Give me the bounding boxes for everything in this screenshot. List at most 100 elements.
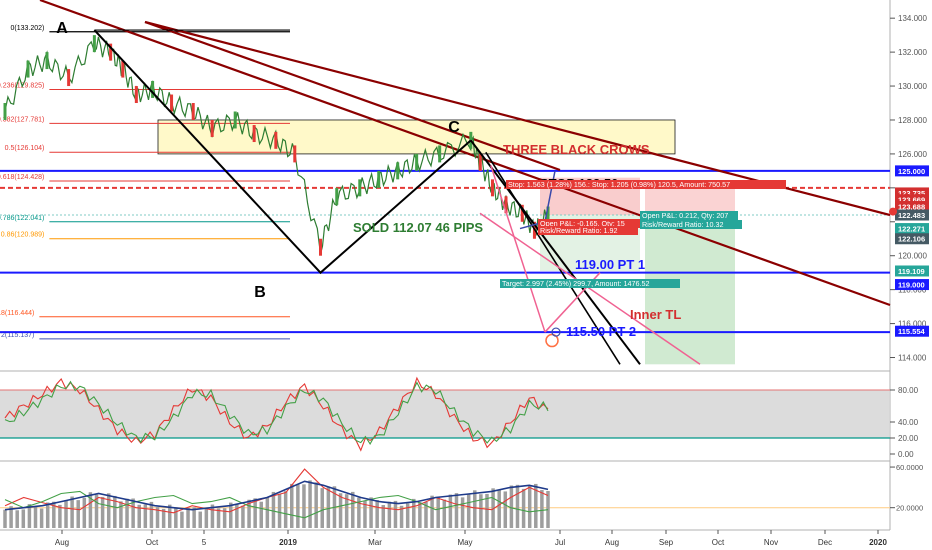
abc-wave-line — [93, 29, 472, 275]
candle-body — [191, 103, 195, 120]
candle-body — [335, 187, 339, 205]
candle-body — [438, 145, 442, 163]
position-label: Target: 2.997 (2.45%) 299.7, Amount: 147… — [502, 279, 649, 288]
candle-body — [274, 131, 278, 149]
annotation-label: THREE BLACK CROWS — [503, 142, 650, 157]
price-badge-label: 123.688 — [898, 203, 925, 212]
position-label: Open P&L: 0.212, Qty: 207 — [642, 211, 728, 220]
price-tick-label: 116.000 — [898, 320, 927, 329]
time-tick-label: 5 — [202, 538, 207, 547]
stoch-series-line — [4, 380, 549, 445]
price-panel[interactable]: 134.000 132.000 130.000 128.000 126.000 120.0… — [0, 0, 929, 365]
annotation-label: SOLD 112.07 46 PIPS — [353, 220, 483, 235]
annotation-label: A — [56, 20, 68, 37]
position-label-bg — [538, 219, 640, 228]
trend-line — [144, 20, 561, 172]
candle-body — [520, 204, 524, 222]
price-tick-label: 120.000 — [898, 252, 927, 261]
time-axis: Aug Oct 5 2019 Mar May Jul Aug Sep Oct Nov Dec 2020 — [55, 530, 887, 547]
candle-body — [478, 153, 482, 171]
candle-body — [210, 119, 214, 137]
time-tick-label: Sep — [659, 538, 674, 547]
time-tick-label: Jul — [555, 538, 565, 547]
price-tick-label: 128.000 — [898, 116, 927, 125]
price-tick-label: 134.000 — [898, 14, 927, 23]
fib-level-label: 0.86(120.989) — [1, 232, 45, 239]
price-tick-label: 118.000 — [898, 286, 927, 295]
price-badge-label: 119.000 — [898, 281, 925, 290]
fib-level-label: 0(133.202) — [11, 25, 45, 32]
candle-body — [546, 206, 550, 224]
price-badge-label: 115.554 — [898, 327, 926, 336]
adx-tick-label: 20.0000 — [896, 504, 923, 513]
price-badge-label: 125.000 — [898, 167, 925, 176]
price-tick-label: 130.000 — [898, 82, 927, 91]
candle-body — [26, 60, 30, 78]
fib-level-label: 0.382(127.781) — [0, 116, 44, 123]
candle-body — [3, 103, 7, 120]
candle-body — [134, 86, 138, 104]
position-label: Stop: 1.563 (1.28%) 156.: Stop: 1.205 (0… — [508, 180, 730, 189]
time-tick-label: Oct — [146, 538, 159, 547]
candle-body — [109, 43, 113, 61]
price-badge-bg — [895, 201, 929, 213]
candle-body — [252, 125, 256, 143]
time-tick-label: Nov — [764, 538, 778, 547]
position-label-bg — [506, 180, 786, 189]
stochastic-panel[interactable]: 80.00 40.00 20.00 0.00 — [0, 376, 919, 459]
stoch-band — [0, 390, 890, 438]
candle-body — [319, 238, 323, 256]
position-label-bg — [500, 279, 680, 288]
adx-panel[interactable]: 60.0000 20.0000 — [0, 463, 923, 528]
adx-tick-label: 60.0000 — [896, 463, 923, 472]
position-label-bg — [640, 211, 738, 220]
wave-c-continuation — [470, 139, 641, 365]
position-label-bg — [640, 220, 742, 229]
position-label: Risk/Reward Ratio: 1.92 — [540, 226, 618, 235]
price-badge-bg — [895, 325, 929, 337]
price-badge-label: 122.483 — [898, 211, 925, 220]
candle-body — [396, 162, 400, 180]
pattern-marker-2 — [551, 327, 561, 337]
candle-body — [293, 145, 297, 163]
price-badge-label: 119.109 — [898, 267, 925, 276]
position-label: Risk/Reward Ratio: 10.32 — [642, 220, 724, 229]
fib-level-label: 1.272(115.137) — [0, 332, 34, 339]
price-badge-label: 122.106 — [898, 235, 925, 244]
time-tick-label: 2020 — [869, 538, 887, 547]
adx-series-line — [4, 468, 549, 514]
adx-series-line — [4, 480, 549, 511]
price-series — [4, 36, 549, 255]
position-label: Open P&L: -0.165, Qty: 15 — [540, 219, 625, 228]
time-tick-label: Dec — [818, 538, 832, 547]
pattern-marker — [545, 333, 559, 348]
annotation-label: B — [254, 284, 266, 301]
adx-series-line — [4, 490, 549, 519]
annotation-label: 115.50 PT 2 — [566, 324, 636, 339]
price-tick-label: 114.000 — [898, 354, 927, 363]
candle-body — [170, 94, 174, 112]
price-badge-bg — [895, 265, 929, 277]
stoch-tick-label: 80.00 — [898, 386, 919, 395]
candle-body — [377, 170, 381, 188]
stoch-tick-label: 20.00 — [898, 434, 919, 443]
trend-line — [39, 0, 891, 307]
time-tick-label: 2019 — [279, 538, 297, 547]
price-badge-label: 123.735 — [898, 189, 925, 198]
price-badge-label: 122.271 — [898, 225, 925, 234]
annotation-label: Inner TL — [630, 307, 681, 322]
price-badge-bg — [895, 209, 929, 221]
projection-arrow-2 — [479, 212, 701, 365]
price-badge-label: 123.669 — [898, 196, 925, 205]
time-tick-label: Aug — [605, 538, 619, 547]
price-badge-bg — [895, 165, 929, 177]
price-tick-label: 132.000 — [898, 48, 927, 57]
candle-body — [415, 153, 419, 171]
candle-body — [92, 35, 96, 53]
time-tick-label: Aug — [55, 538, 69, 547]
alert-marker — [889, 207, 897, 216]
price-badge-bg — [895, 223, 929, 235]
price-tick-label: 126.000 — [898, 150, 927, 159]
time-tick-label: May — [457, 538, 472, 547]
